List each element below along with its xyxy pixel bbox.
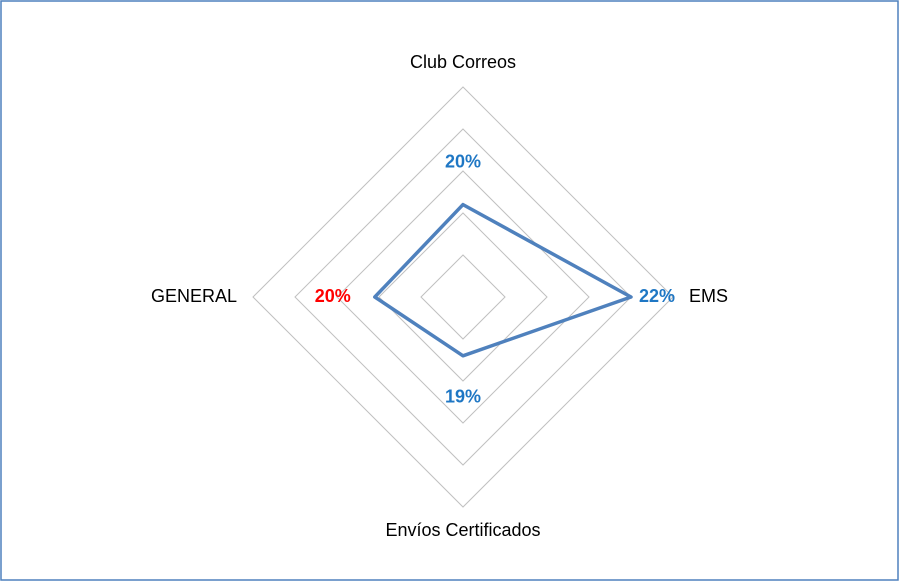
value-label: 19% bbox=[445, 387, 481, 407]
category-label: GENERAL bbox=[151, 286, 237, 306]
value-label: 20% bbox=[315, 286, 351, 306]
category-label: Club Correos bbox=[410, 52, 516, 72]
grid-ring bbox=[294, 128, 632, 466]
category-label: Envíos Certificados bbox=[385, 520, 540, 540]
category-label: EMS bbox=[689, 286, 728, 306]
grid-ring bbox=[336, 170, 590, 424]
series-line bbox=[373, 202, 633, 358]
value-label: 22% bbox=[639, 286, 675, 306]
grid-ring bbox=[378, 212, 548, 382]
grid-ring bbox=[252, 86, 674, 508]
value-label: 20% bbox=[445, 151, 481, 171]
grid-ring bbox=[420, 254, 506, 340]
